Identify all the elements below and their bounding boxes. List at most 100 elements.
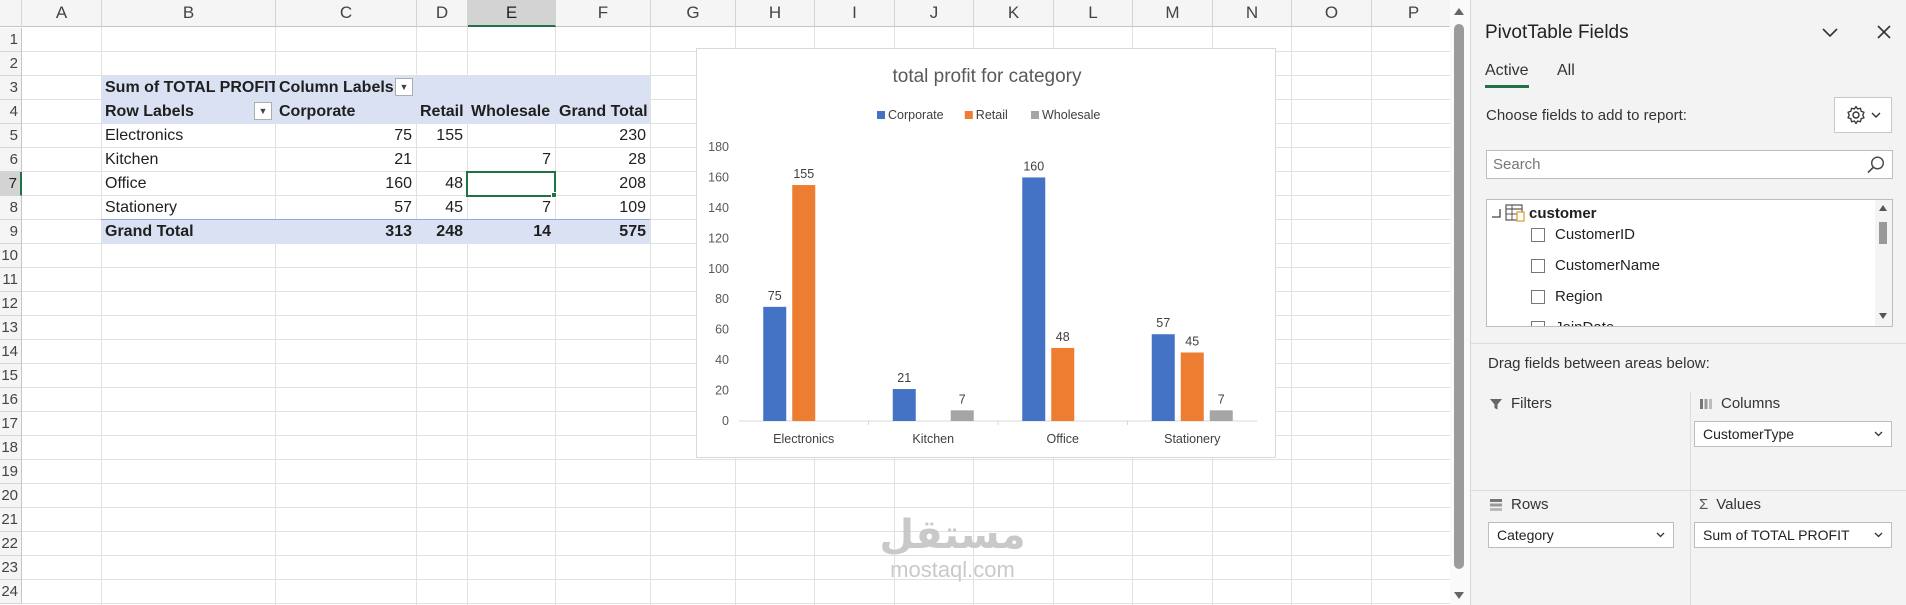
- row-header-15[interactable]: 15: [0, 364, 22, 388]
- column-header-o[interactable]: O: [1292, 0, 1372, 27]
- row-header-5[interactable]: 5: [0, 124, 22, 148]
- field-list-scrollbar[interactable]: [1875, 200, 1892, 326]
- column-header-n[interactable]: N: [1213, 0, 1292, 27]
- row-header-24[interactable]: 24: [0, 580, 22, 604]
- row-header-4[interactable]: 4: [0, 100, 22, 124]
- pivot-grand-total-grand-total[interactable]: 575: [555, 220, 650, 244]
- columns-field-chip[interactable]: CustomerType: [1694, 421, 1892, 447]
- row-header-20[interactable]: 20: [0, 484, 22, 508]
- pivot-grand-total-label[interactable]: Grand Total: [101, 220, 275, 244]
- field-checkbox[interactable]: [1531, 320, 1545, 326]
- tab-active[interactable]: Active: [1485, 62, 1529, 88]
- pivot-value-retail[interactable]: [416, 148, 467, 172]
- pivot-value-corporate[interactable]: 160: [385, 175, 412, 192]
- row-header-1[interactable]: 1: [0, 28, 22, 52]
- column-header-e[interactable]: E: [468, 0, 556, 27]
- row-header-3[interactable]: 3: [0, 76, 22, 100]
- pivot-value-wholesale[interactable]: 7: [542, 199, 551, 216]
- pivot-value-wholesale[interactable]: [467, 124, 555, 148]
- pivot-row-label[interactable]: Office: [105, 175, 147, 192]
- select-all-corner[interactable]: [0, 0, 22, 27]
- pivot-value-corporate[interactable]: 57: [394, 199, 412, 216]
- pivot-values-header[interactable]: Sum of TOTAL PROFIT: [101, 76, 275, 100]
- pivot-value-corporate[interactable]: 75: [394, 127, 412, 144]
- field-checkbox[interactable]: [1531, 227, 1545, 242]
- column-header-a[interactable]: A: [22, 0, 102, 27]
- vertical-scrollbar[interactable]: [1450, 0, 1470, 605]
- active-cell-e7[interactable]: [466, 171, 556, 197]
- row-header-22[interactable]: 22: [0, 532, 22, 556]
- pivot-column-labels-header[interactable]: Column Labels: [275, 76, 418, 100]
- column-header-p[interactable]: P: [1372, 0, 1450, 27]
- row-header-16[interactable]: 16: [0, 388, 22, 412]
- pivot-grand-total-corporate[interactable]: 313: [275, 220, 416, 244]
- column-header-f[interactable]: F: [556, 0, 651, 27]
- column-header-k[interactable]: K: [974, 0, 1054, 27]
- pivot-value-retail[interactable]: 45: [445, 199, 463, 216]
- pivot-grand-total-retail[interactable]: 248: [416, 220, 467, 244]
- pivot-value-retail[interactable]: 48: [445, 175, 463, 192]
- pivot-row-label[interactable]: Kitchen: [105, 151, 159, 168]
- tab-all[interactable]: All: [1557, 62, 1575, 79]
- pivot-value-retail[interactable]: 155: [436, 127, 463, 144]
- scroll-up-arrow-icon[interactable]: [1454, 8, 1464, 15]
- field-list-scroll-thumb[interactable]: [1879, 222, 1887, 244]
- row-header-13[interactable]: 13: [0, 316, 22, 340]
- column-header-h[interactable]: H: [736, 0, 815, 27]
- pivot-row-labels-header[interactable]: Row Labels: [101, 100, 275, 124]
- field-search-input[interactable]: [1487, 151, 1857, 178]
- field-item[interactable]: Region: [1531, 288, 1603, 305]
- row-header-8[interactable]: 8: [0, 196, 22, 220]
- column-header-i[interactable]: I: [815, 0, 895, 27]
- pivot-grand-total-wholesale[interactable]: 14: [467, 220, 555, 244]
- field-checkbox[interactable]: [1531, 258, 1545, 273]
- pivot-col-header-grand-total[interactable]: Grand Total: [555, 100, 650, 124]
- pivot-row-label[interactable]: Electronics: [105, 127, 184, 144]
- pane-options-chevron-icon[interactable]: [1819, 22, 1841, 44]
- row-header-2[interactable]: 2: [0, 52, 22, 76]
- table-node-customer[interactable]: customer: [1491, 204, 1597, 222]
- row-header-19[interactable]: 19: [0, 460, 22, 484]
- row-header-17[interactable]: 17: [0, 412, 22, 436]
- pivot-col-header-corporate[interactable]: Corporate: [275, 100, 416, 124]
- column-header-b[interactable]: B: [102, 0, 276, 27]
- row-header-6[interactable]: 6: [0, 148, 22, 172]
- rows-field-chip[interactable]: Category: [1488, 522, 1674, 548]
- field-search-box[interactable]: [1486, 150, 1893, 179]
- row-header-21[interactable]: 21: [0, 508, 22, 532]
- row-header-18[interactable]: 18: [0, 436, 22, 460]
- field-list[interactable]: customer CustomerID CustomerName Region Joi…: [1486, 199, 1893, 327]
- row-labels-filter-dropdown[interactable]: ▼: [254, 102, 272, 120]
- pivot-value-grand-total[interactable]: 28: [628, 151, 646, 168]
- values-field-chip[interactable]: Sum of TOTAL PROFIT: [1694, 522, 1892, 548]
- field-list-scroll-down-icon[interactable]: [1879, 313, 1887, 319]
- row-header-14[interactable]: 14: [0, 340, 22, 364]
- field-layout-settings-button[interactable]: [1834, 97, 1892, 133]
- field-item[interactable]: CustomerName: [1531, 257, 1660, 274]
- pivot-value-grand-total[interactable]: 208: [619, 175, 646, 192]
- scroll-thumb[interactable]: [1454, 24, 1464, 569]
- pivot-value-grand-total[interactable]: 109: [619, 199, 646, 216]
- row-header-9[interactable]: 9: [0, 220, 22, 244]
- row-header-7[interactable]: 7: [0, 172, 22, 196]
- row-header-12[interactable]: 12: [0, 292, 22, 316]
- column-header-j[interactable]: J: [895, 0, 974, 27]
- column-header-m[interactable]: M: [1133, 0, 1213, 27]
- pivot-row-label[interactable]: Stationery: [105, 199, 178, 216]
- column-header-c[interactable]: C: [276, 0, 417, 27]
- collapse-tree-icon[interactable]: [1491, 208, 1501, 218]
- field-item[interactable]: CustomerID: [1531, 226, 1635, 243]
- column-labels-filter-dropdown[interactable]: ▼: [395, 78, 413, 96]
- search-icon[interactable]: [1866, 155, 1886, 175]
- column-header-g[interactable]: G: [651, 0, 736, 27]
- pivot-chart[interactable]: total profit for category Corporate Retail…: [696, 48, 1276, 458]
- field-list-scroll-up-icon[interactable]: [1879, 205, 1887, 211]
- pivot-value-grand-total[interactable]: 230: [619, 127, 646, 144]
- fill-handle[interactable]: [551, 192, 557, 198]
- row-header-11[interactable]: 11: [0, 268, 22, 292]
- pivot-value-corporate[interactable]: 21: [394, 151, 412, 168]
- pivot-value-wholesale[interactable]: 7: [542, 151, 551, 168]
- column-header-l[interactable]: L: [1054, 0, 1133, 27]
- pivot-col-header-retail[interactable]: Retail: [416, 100, 467, 124]
